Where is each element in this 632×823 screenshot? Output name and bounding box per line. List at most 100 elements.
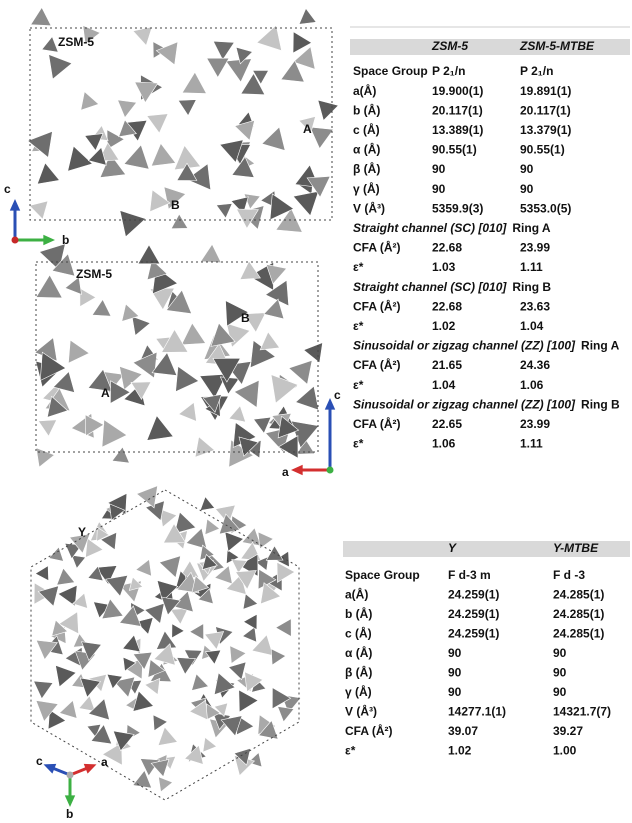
cell: 1.00 (553, 744, 577, 758)
row-label: c (Å) (353, 122, 380, 137)
row-label: α (Å) (353, 142, 380, 157)
row-label: CFA (Å²) (345, 723, 393, 738)
column-header: ZSM-5 (431, 39, 468, 53)
row-label: b (Å) (345, 606, 372, 621)
cell: F d -3 (553, 568, 585, 582)
cell: 1.04 (432, 378, 456, 392)
row-label: β (Å) (353, 161, 380, 176)
cell: 39.27 (553, 724, 583, 738)
cell: 20.117(1) (432, 103, 483, 117)
cell: 22.65 (432, 417, 462, 431)
row-label: ε* (353, 319, 364, 333)
axis-origin (12, 237, 19, 244)
image-label: ZSM-5 (58, 35, 94, 49)
section-title: Sinusoidal or zigzag channel (ZZ) [100] (353, 397, 576, 411)
row-label: a(Å) (353, 83, 376, 98)
cell: 1.06 (432, 437, 456, 451)
row-label: Space Group (353, 64, 428, 78)
cell: F d-3 m (448, 568, 491, 582)
image-label: b (66, 807, 73, 821)
section-ring: Ring A (512, 221, 551, 235)
cell: 1.06 (520, 378, 544, 392)
row-label: γ (Å) (353, 181, 380, 196)
image-label: B (171, 198, 180, 212)
cell: 1.02 (448, 744, 472, 758)
cell: 90 (432, 162, 446, 176)
cell: 23.63 (520, 299, 550, 313)
image-label: b (62, 233, 69, 247)
cell: 24.36 (520, 358, 550, 372)
column-header: Y-MTBE (553, 541, 599, 555)
row-label: c (Å) (345, 626, 372, 641)
cell: 90 (448, 646, 462, 660)
cell: 1.11 (520, 437, 543, 451)
row-label: ε* (353, 260, 364, 274)
cell: 90 (520, 182, 534, 196)
row-label: CFA (Å²) (353, 357, 401, 372)
cell: 90 (553, 646, 567, 660)
cell: 90 (448, 666, 462, 680)
cell: 90 (432, 182, 446, 196)
column-header: ZSM-5-MTBE (519, 39, 595, 53)
row-label: ε* (353, 437, 364, 451)
section-ring: Ring B (512, 280, 551, 294)
cell: 24.285(1) (553, 607, 604, 621)
axis-origin (67, 772, 74, 779)
row-label: a(Å) (345, 587, 368, 602)
cell: 90.55(1) (432, 143, 477, 157)
row-label: γ (Å) (345, 684, 372, 699)
cell: 20.117(1) (520, 103, 571, 117)
cell: 14321.7(7) (553, 705, 611, 719)
cell: 90.55(1) (520, 143, 565, 157)
cell: 1.11 (520, 260, 543, 274)
column-header: Y (448, 541, 457, 555)
section-title: Sinusoidal or zigzag channel (ZZ) [100] (353, 339, 576, 353)
image-label: c (36, 754, 43, 768)
row-label: b (Å) (353, 102, 380, 117)
cell: P 2₁/n (520, 64, 553, 78)
cell: 90 (520, 162, 534, 176)
cell: 24.259(1) (448, 607, 499, 621)
row-label: CFA (Å²) (353, 298, 401, 313)
cell: 23.99 (520, 417, 550, 431)
cell: 19.891(1) (520, 84, 571, 98)
cell: 14277.1(1) (448, 705, 506, 719)
figure: ZSM-5ABZSM-5BAYcbcacabZSM-5ZSM-5-MTBESpa… (0, 0, 632, 823)
cell: 13.379(1) (520, 123, 571, 137)
row-label: α (Å) (345, 645, 372, 660)
image-label: a (101, 755, 108, 769)
cell: 22.68 (432, 299, 462, 313)
cell: 90 (553, 666, 567, 680)
image-label: ZSM-5 (76, 267, 112, 281)
cell: 5359.9(3) (432, 201, 483, 215)
image-label: A (303, 122, 312, 136)
cell: 24.259(1) (448, 588, 499, 602)
cell: 21.65 (432, 358, 462, 372)
cell: 24.285(1) (553, 588, 604, 602)
cell: 22.68 (432, 241, 462, 255)
section-title: Straight channel (SC) [010] (353, 221, 507, 235)
row-label: V (Å³) (353, 200, 385, 215)
cell: 90 (553, 685, 567, 699)
image-label: c (4, 182, 11, 196)
cell: 39.07 (448, 724, 478, 738)
axis-origin (327, 467, 334, 474)
section-title: Straight channel (SC) [010] (353, 280, 507, 294)
row-label: β (Å) (345, 665, 372, 680)
row-label: Space Group (345, 568, 420, 582)
section-ring: Ring B (581, 397, 620, 411)
cell: 90 (448, 685, 462, 699)
row-label: CFA (Å²) (353, 416, 401, 431)
cell: P 2₁/n (432, 64, 465, 78)
cell: 1.02 (432, 319, 456, 333)
cell: 23.99 (520, 241, 550, 255)
cell: 24.285(1) (553, 627, 604, 641)
row-label: V (Å³) (345, 704, 377, 719)
cell: 24.259(1) (448, 627, 499, 641)
image-label: c (334, 388, 341, 402)
image-label: Y (78, 525, 86, 539)
row-label: CFA (Å²) (353, 240, 401, 255)
image-label: a (282, 465, 289, 479)
row-label: ε* (353, 378, 364, 392)
cell: 1.03 (432, 260, 456, 274)
